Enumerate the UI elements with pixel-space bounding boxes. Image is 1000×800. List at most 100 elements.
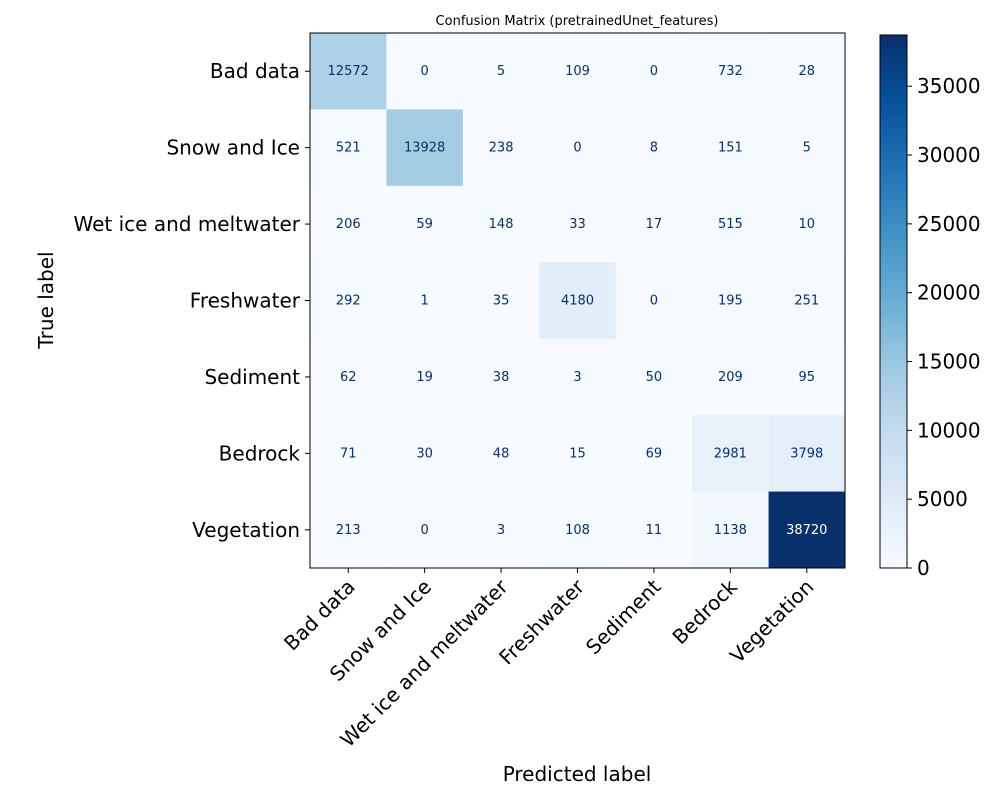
heatmap-cell: [386, 33, 464, 110]
x-axis-label: Predicted label: [503, 762, 652, 786]
heatmap-cell: [615, 185, 693, 263]
cell-value: 521: [336, 141, 361, 156]
cell-value: 19: [416, 370, 433, 385]
x-tick-label: Bedrock: [667, 574, 742, 649]
y-tick-label: Vegetation: [192, 518, 300, 542]
heatmap-cell: [310, 262, 387, 340]
cell-value: 148: [489, 217, 514, 232]
heatmap-cell: [768, 109, 846, 187]
colorbar-tick-label: 25000: [917, 212, 981, 236]
cell-value: 15: [569, 446, 586, 461]
heatmap-cell: [692, 415, 770, 493]
cell-value: 0: [650, 294, 658, 309]
heatmap-cell: [692, 33, 770, 110]
heatmap-cell: [310, 109, 387, 187]
heatmap-cell: [615, 491, 693, 569]
cell-value: 3798: [790, 446, 823, 461]
heatmap-cells: [310, 33, 846, 569]
cell-value: 5: [497, 64, 505, 79]
cell-value: 13928: [404, 141, 445, 156]
cell-value: 206: [336, 217, 361, 232]
heatmap-cell: [462, 415, 540, 493]
heatmap-cell: [768, 491, 846, 569]
cell-value: 28: [799, 64, 816, 79]
cell-value: 515: [718, 217, 743, 232]
cell-value: 3: [497, 523, 505, 538]
colorbar-ticks: 0 5000 10000 15000 20000 25000 30000 35000: [907, 74, 981, 580]
cell-value: 62: [340, 370, 357, 385]
cell-value: 30: [416, 446, 433, 461]
heatmap-cell: [386, 491, 464, 569]
cell-value: 11: [646, 523, 663, 538]
cell-value: 95: [799, 370, 816, 385]
colorbar-tick-label: 30000: [917, 143, 981, 167]
heatmap-cell: [615, 262, 693, 340]
heatmap-cell: [539, 262, 617, 340]
heatmap-cell: [386, 262, 464, 340]
cell-value: 38: [493, 370, 510, 385]
heatmap-cell: [310, 415, 387, 493]
heatmap-cell: [462, 33, 540, 110]
cell-value: 0: [421, 523, 429, 538]
heatmap-cell: [615, 415, 693, 493]
cell-value: 48: [493, 446, 510, 461]
cell-value: 3: [573, 370, 581, 385]
y-tick-label: Freshwater: [190, 289, 301, 313]
chart-title: Confusion Matrix (pretrainedUnet_feature…: [436, 14, 719, 29]
cell-value: 151: [718, 141, 743, 156]
heatmap-cell: [386, 338, 464, 416]
y-tick-label: Snow and Ice: [166, 136, 300, 160]
heatmap-cell: [768, 33, 846, 110]
cell-value: 0: [421, 64, 429, 79]
cell-value: 1: [421, 294, 429, 309]
cell-value: 2981: [714, 446, 747, 461]
cell-value: 108: [565, 523, 590, 538]
heatmap-cell: [539, 185, 617, 263]
cell-value: 209: [718, 370, 743, 385]
cell-value: 1138: [714, 523, 747, 538]
heatmap-cell: [462, 491, 540, 569]
heatmap-cell: [462, 262, 540, 340]
colorbar-tick-label: 10000: [917, 418, 981, 442]
y-tick-label: Bad data: [210, 59, 300, 83]
colorbar-gradient: [879, 34, 908, 569]
heatmap-cell: [615, 33, 693, 110]
heatmap-cell: [310, 33, 387, 110]
y-axis-label: True label: [34, 251, 58, 349]
cell-value: 238: [489, 141, 514, 156]
cell-value: 71: [340, 446, 357, 461]
y-axis-ticks: Bad data Snow and Ice Wet ice and meltwate…: [74, 59, 310, 542]
heatmap-cell: [539, 109, 617, 187]
heatmap-cell: [539, 415, 617, 493]
heatmap-cell: [310, 185, 387, 263]
cell-value: 109: [565, 64, 590, 79]
heatmap-cell: [615, 338, 693, 416]
cell-value: 33: [569, 217, 586, 232]
cell-value: 17: [646, 217, 663, 232]
cell-value: 69: [646, 446, 663, 461]
colorbar-tick-label: 0: [917, 556, 930, 580]
x-tick-label: Bad data: [279, 575, 360, 656]
x-tick-label: Sediment: [581, 574, 666, 659]
cell-value: 50: [646, 370, 663, 385]
cell-value: 732: [718, 64, 743, 79]
colorbar-tick-label: 20000: [917, 281, 981, 305]
cell-value: 5: [803, 141, 811, 156]
cell-value: 213: [336, 523, 361, 538]
heatmap-cell: [768, 415, 846, 493]
cell-value: 0: [650, 64, 658, 79]
y-tick-label: Sediment: [204, 365, 300, 389]
heatmap-cell: [310, 338, 387, 416]
heatmap-cell: [692, 491, 770, 569]
colorbar-tick-label: 15000: [917, 350, 981, 374]
heatmap-cell: [386, 415, 464, 493]
cell-value: 35: [493, 294, 510, 309]
heatmap-cell: [539, 338, 617, 416]
x-tick-label: Vegetation: [725, 575, 818, 668]
cell-value: 59: [416, 217, 433, 232]
heatmap-cell: [768, 185, 846, 263]
heatmap-cell: [310, 491, 387, 569]
